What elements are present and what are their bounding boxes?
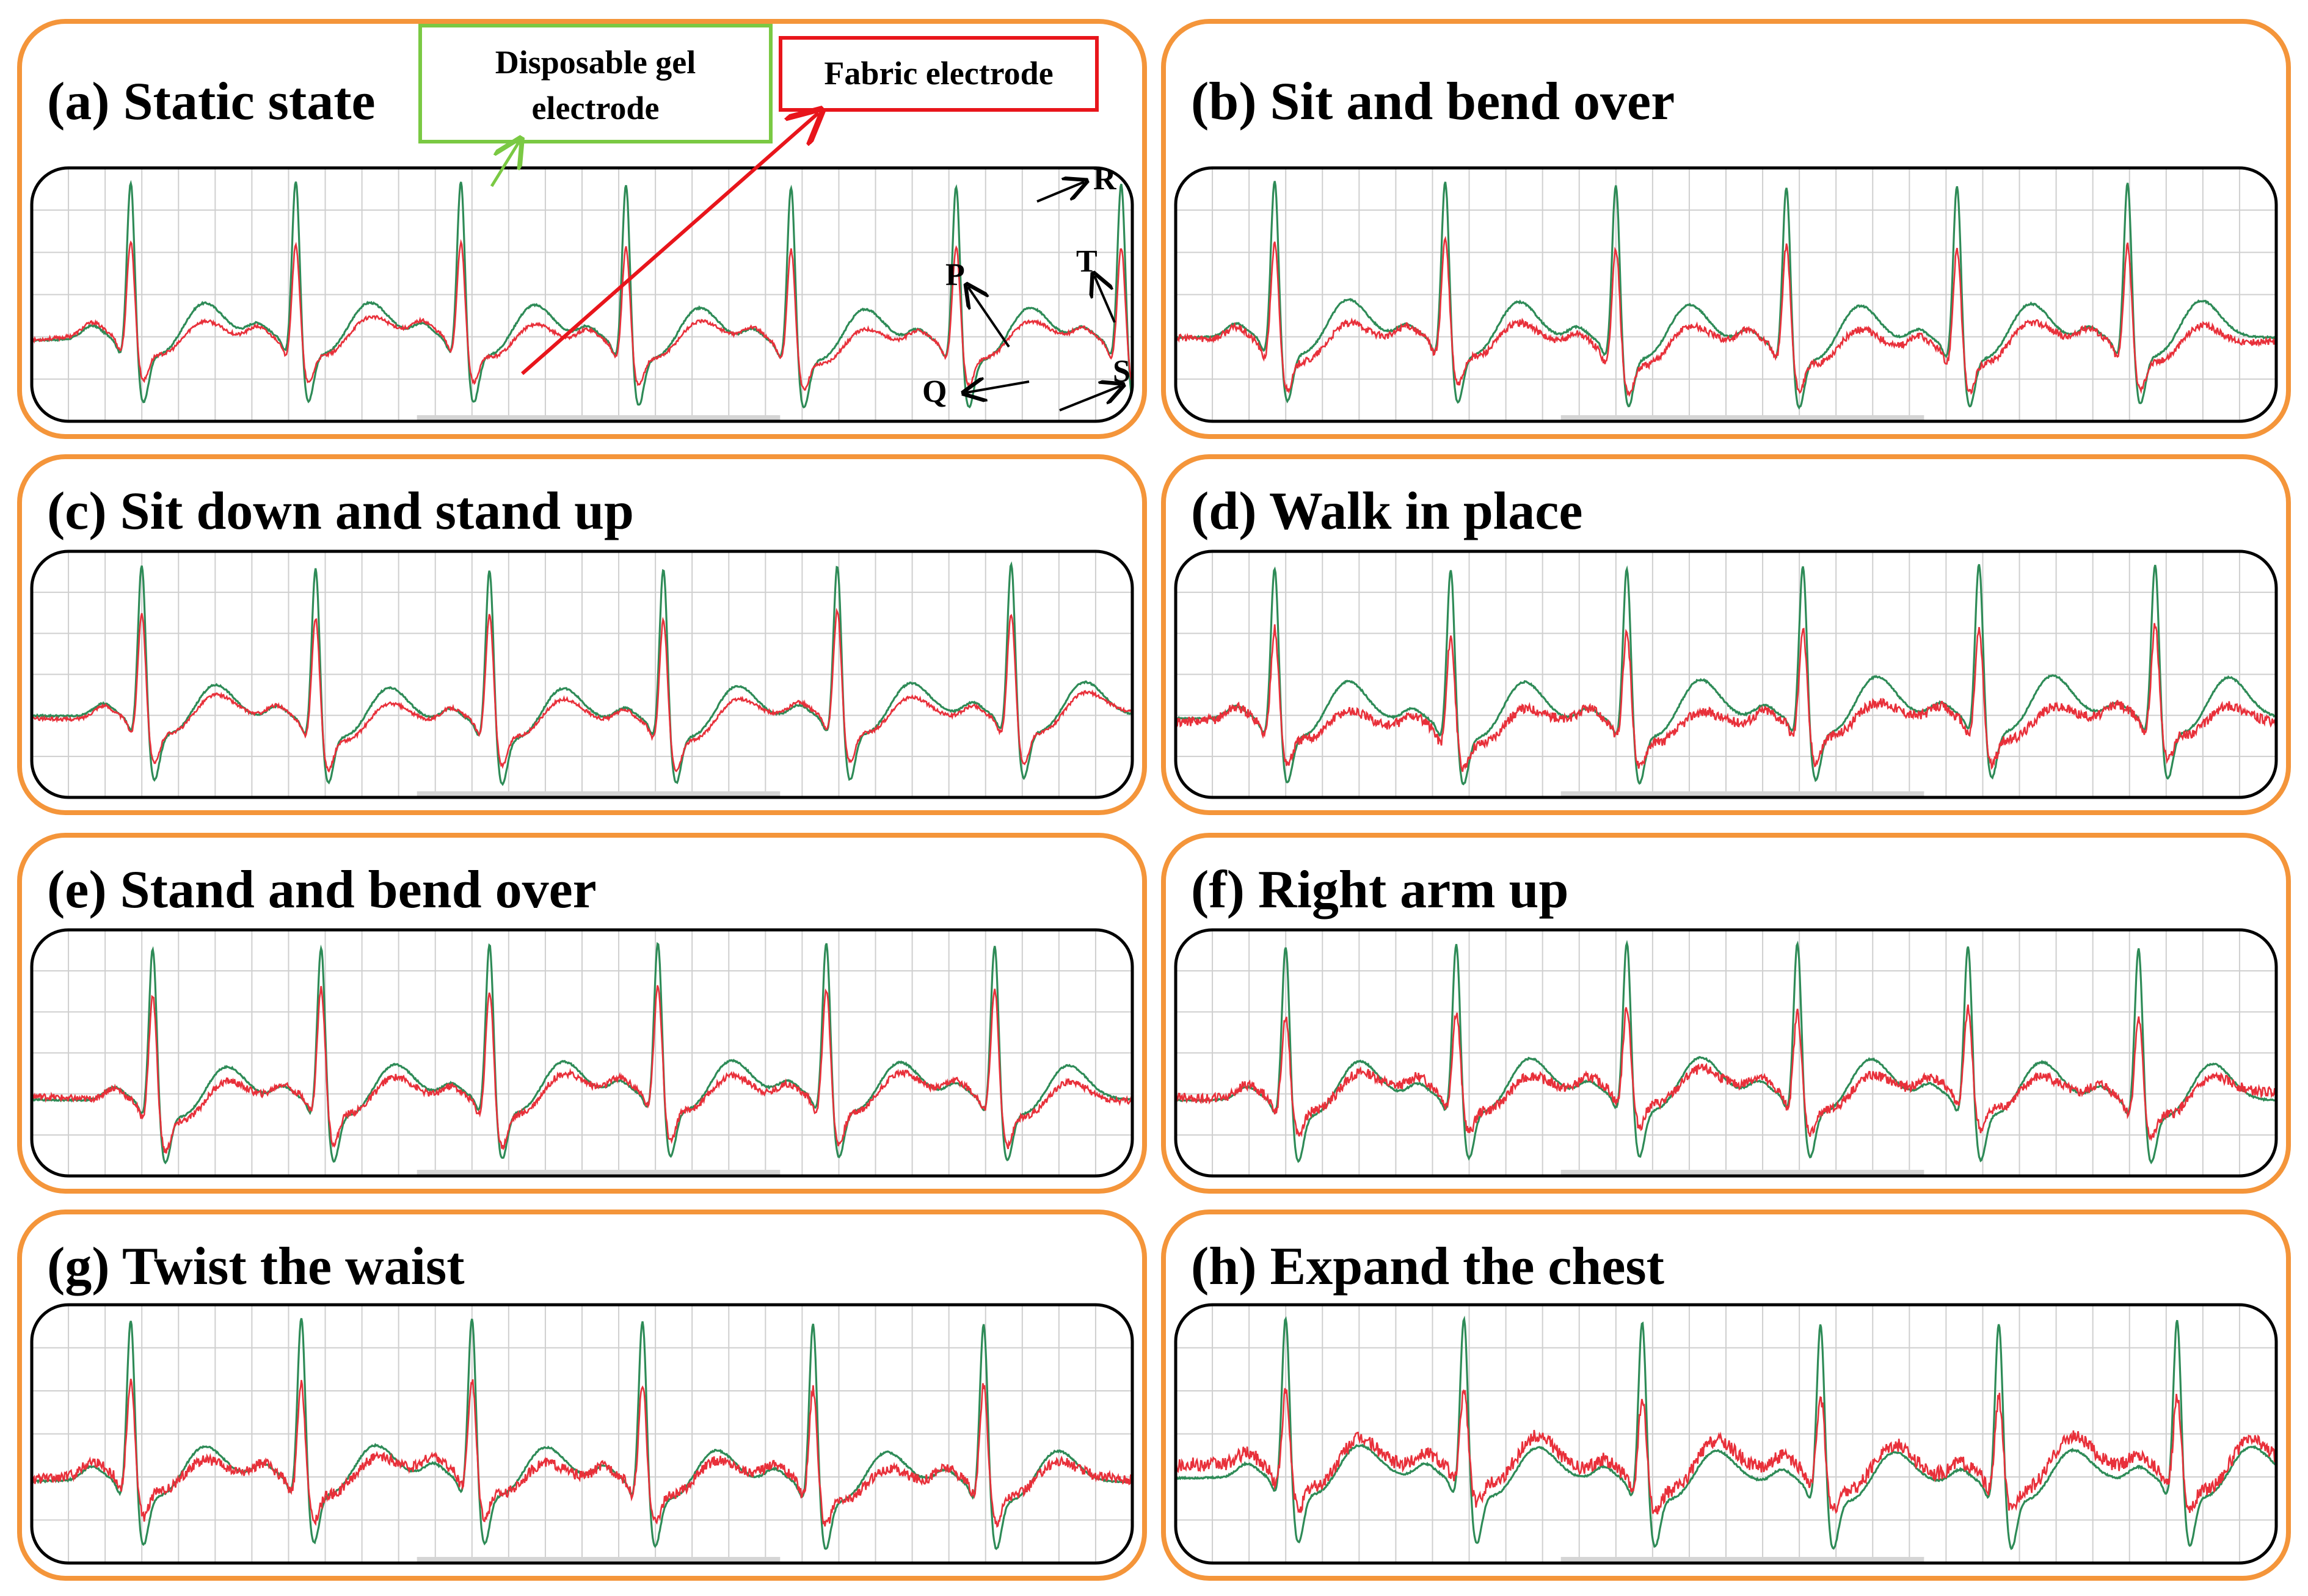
series-fabric-a <box>32 239 1132 391</box>
q-wave-arrow <box>966 382 1030 393</box>
q-wave-label: Q <box>922 374 947 409</box>
panel-a-title: (a) Static state <box>47 72 376 131</box>
gel-legend-box <box>418 24 773 143</box>
fabric-legend-arrow <box>521 113 818 375</box>
series-fabric-h <box>1176 1388 2276 1515</box>
scrollbar-f <box>1560 1170 1924 1175</box>
grid-e <box>32 930 1132 1176</box>
plot-frame-a <box>30 166 1134 423</box>
series-gel-c <box>32 561 1132 786</box>
s-wave-arrow <box>1059 386 1121 412</box>
plot-frame-b <box>1174 166 2278 423</box>
fabric-legend-label: Fabric electrode <box>824 55 1053 92</box>
gel-legend-line1: Disposable gel <box>495 44 696 81</box>
series-fabric-c <box>32 608 1132 773</box>
r-wave-arrow <box>1036 182 1084 203</box>
plot-frame-d <box>1174 550 2278 799</box>
series-fabric-g <box>32 1379 1132 1528</box>
s-wave-label: S <box>1113 354 1130 389</box>
panel-f-title: (f) Right arm up <box>1191 860 1568 920</box>
scrollbar-g <box>417 1557 781 1562</box>
panel-c-title: (c) Sit down and stand up <box>47 482 634 541</box>
scrollbar-d <box>1560 791 1924 796</box>
series-fabric-b <box>1176 236 2276 397</box>
p-wave-label: P <box>945 258 965 292</box>
series-fabric-d <box>1176 623 2276 772</box>
plot-frame-h <box>1174 1303 2278 1565</box>
grid-c <box>32 551 1132 797</box>
p-wave-arrow <box>968 287 1010 348</box>
plot-frame-g <box>30 1303 1134 1565</box>
panel-g-title: (g) Twist the waist <box>47 1237 465 1296</box>
t-wave-label: T <box>1076 244 1098 279</box>
scrollbar-h <box>1560 1557 1924 1562</box>
series-fabric-e <box>32 985 1132 1154</box>
r-wave-label: R <box>1093 162 1117 197</box>
scrollbar-e <box>417 1170 781 1175</box>
series-gel-d <box>1176 564 2276 786</box>
panel-e-title: (e) Stand and bend over <box>47 860 597 920</box>
grid-b <box>1176 168 2276 421</box>
plot-frame-f <box>1174 928 2278 1178</box>
panel-a-annotations: Disposable gel electrode Fabric electrod… <box>418 24 1130 412</box>
series-fabric-f <box>1176 1004 2276 1142</box>
panel-b-title: (b) Sit and bend over <box>1191 72 1675 131</box>
scrollbar-a <box>417 415 781 420</box>
scrollbar-b <box>1560 415 1924 420</box>
plot-frame-c <box>30 550 1134 799</box>
panel-h-title: (h) Expand the chest <box>1191 1237 1664 1296</box>
gel-legend-line2: electrode <box>532 90 660 126</box>
grid-d <box>1176 551 2276 797</box>
scrollbar-c <box>417 791 781 796</box>
grid-f <box>1176 930 2276 1176</box>
t-wave-arrow <box>1094 276 1116 323</box>
gel-legend-arrow <box>490 142 519 187</box>
series-gel-a <box>32 180 1132 408</box>
grid-a <box>32 168 1132 421</box>
panel-d-title: (d) Walk in place <box>1191 482 1582 541</box>
fabric-legend-box <box>779 36 1099 112</box>
series-gel-h <box>1176 1315 2276 1550</box>
plot-frame-e <box>30 928 1134 1178</box>
